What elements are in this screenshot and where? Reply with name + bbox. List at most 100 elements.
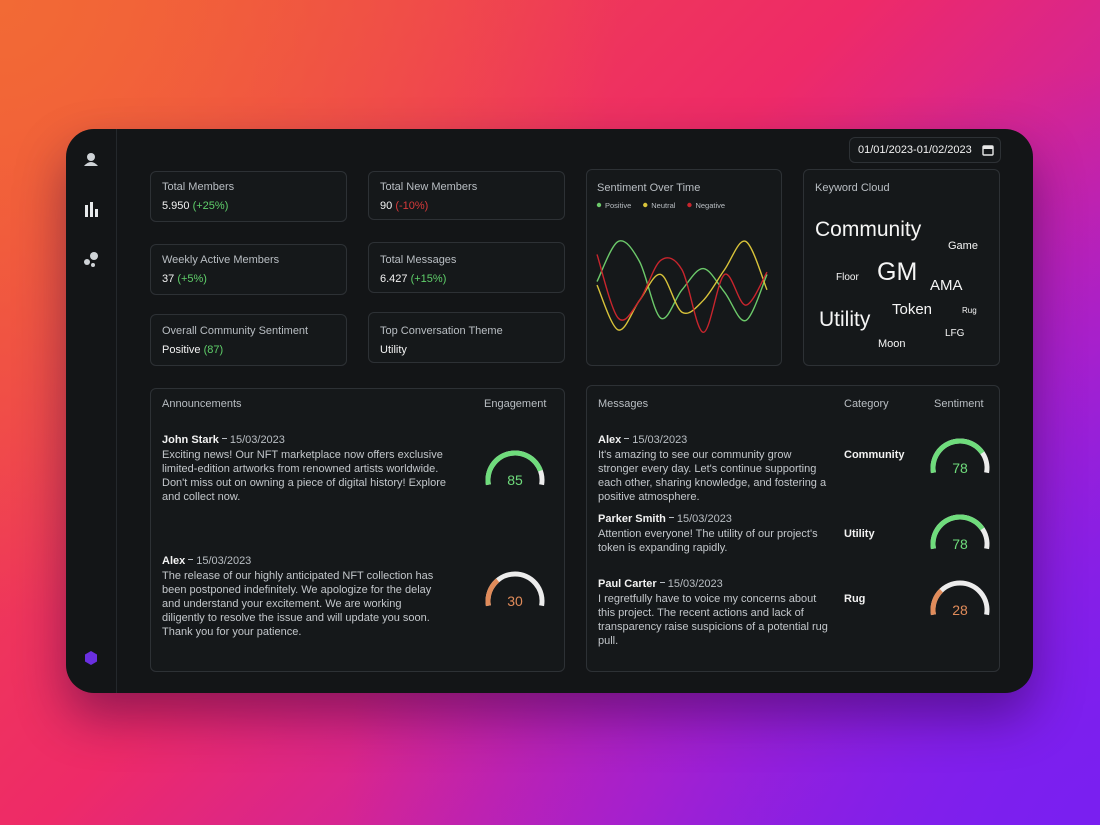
change: (-10%): [395, 200, 429, 212]
profile-icon[interactable]: [84, 153, 98, 166]
value: 5.950: [162, 200, 190, 212]
sentiment-card: Sentiment Over Time: [586, 169, 782, 366]
byline: Alex 15/03/2023: [598, 430, 687, 448]
stat-label: Weekly Active Members: [162, 254, 280, 266]
calendar-icon: [982, 145, 994, 156]
legend-swatch: [687, 202, 692, 208]
gauge-value: [485, 578, 500, 607]
message-text: It's amazing to see our community grow s…: [598, 449, 827, 503]
messages-card: Messages Category Sentiment Alex 15/03/20…: [586, 385, 1000, 672]
legend-label: Positive: [605, 201, 631, 210]
date: 15/03/2023: [196, 555, 252, 567]
category: Utility: [844, 528, 875, 540]
stat-label: Top Conversation Theme: [380, 325, 503, 337]
date-range: 01/01/2023-01/02/2023: [858, 144, 972, 156]
separator: [221, 438, 227, 440]
category: Rug: [844, 593, 866, 605]
keyword: Token: [892, 301, 933, 318]
keyword: AMA: [930, 277, 963, 294]
change: (87): [203, 344, 224, 356]
stat-card: Total Members 5.950 (+25%): [150, 171, 347, 222]
byline: Parker Smith 15/03/2023: [598, 509, 732, 527]
stat-value: Positive (87): [162, 344, 223, 356]
stat-card: Top Conversation Theme Utility: [368, 312, 565, 363]
value: 37: [162, 273, 175, 285]
author: Parker Smith: [598, 513, 666, 525]
sidebar-divider: [116, 129, 117, 693]
sentiment-line: [596, 254, 768, 334]
date: 15/03/2023: [632, 434, 688, 446]
keyword: Floor: [836, 272, 859, 283]
announcement-text: Exciting news! Our NFT marketplace now o…: [162, 449, 446, 503]
keyword: Moon: [878, 338, 906, 350]
author: John Stark: [162, 434, 219, 446]
stats-icon[interactable]: [85, 202, 98, 217]
sentiment-line: [596, 240, 768, 331]
stat-value: 6.427 (+15%): [380, 273, 446, 285]
column-header: Sentiment: [934, 398, 984, 410]
stat-label: Total New Members: [380, 181, 478, 193]
date: 15/03/2023: [676, 513, 732, 525]
keyword: Rug: [962, 306, 977, 315]
keyword: Utility: [819, 308, 871, 331]
change: (+5%): [177, 273, 207, 285]
stat-card: Total New Members 90 (-10%): [368, 171, 565, 220]
column-header: Engagement: [484, 398, 547, 410]
date: 15/03/2023: [229, 434, 285, 446]
gauge-value: [930, 588, 944, 616]
gauge-label: 85: [507, 472, 523, 488]
gauge: 28: [930, 580, 990, 618]
gauge: 30: [485, 571, 545, 609]
date-picker[interactable]: 01/01/2023-01/02/2023: [849, 137, 1001, 163]
announcement-text: The release of our highly anticipated NF…: [162, 570, 434, 638]
date: 15/03/2023: [667, 578, 723, 590]
category: Community: [844, 449, 905, 461]
change: (+15%): [410, 273, 447, 285]
separator: [624, 438, 630, 440]
community-icon[interactable]: [84, 252, 98, 267]
gauge-label: 78: [952, 536, 968, 552]
byline: Paul Carter 15/03/2023: [598, 574, 723, 592]
value: 90: [380, 200, 393, 212]
author: Alex: [598, 434, 622, 446]
gauge-value: [930, 438, 985, 474]
separator: [668, 517, 674, 519]
separator: [659, 582, 665, 584]
keyword: GM: [877, 258, 918, 286]
message-text: Attention everyone! The utility of our p…: [598, 528, 818, 554]
keyword: LFG: [945, 328, 965, 339]
gauge-label: 28: [952, 602, 968, 618]
legend-label: Negative: [695, 201, 725, 210]
change: (+25%): [192, 200, 229, 212]
message-text: I regretfully have to voice my concerns …: [598, 593, 828, 647]
gauge: 78: [930, 514, 990, 552]
sidebar-icons: [84, 153, 98, 267]
author: Paul Carter: [598, 578, 657, 590]
author: Alex: [162, 555, 186, 567]
separator: [188, 559, 194, 561]
stat-value: 90 (-10%): [380, 200, 428, 212]
value: Positive: [162, 344, 201, 356]
value: 6.427: [380, 273, 408, 285]
legend-swatch: [643, 202, 648, 208]
stat-value: Utility: [380, 344, 407, 356]
gauge-label: 30: [507, 593, 523, 609]
stat-value: 5.950 (+25%): [162, 200, 228, 212]
stat-label: Total Members: [162, 181, 235, 193]
sentiment-chart: Positive Neutral Negative: [596, 201, 768, 334]
keyword: Game: [948, 240, 978, 252]
stat-label: Total Messages: [380, 254, 457, 266]
logo[interactable]: [83, 650, 99, 666]
legend-label: Neutral: [651, 201, 676, 210]
gauge: 85: [485, 450, 545, 488]
card-title: Announcements: [162, 398, 242, 410]
stat-label: Overall Community Sentiment: [162, 325, 309, 337]
sentiment-line: [596, 240, 768, 322]
gauge-label: 78: [952, 460, 968, 476]
stat-value: 37 (+5%): [162, 273, 207, 285]
gauge-value: [930, 514, 985, 550]
stat-card: Overall Community Sentiment Positive (87…: [150, 314, 347, 366]
stat-card: Weekly Active Members 37 (+5%): [150, 244, 347, 295]
stat-card: Total Messages 6.427 (+15%): [368, 242, 565, 293]
